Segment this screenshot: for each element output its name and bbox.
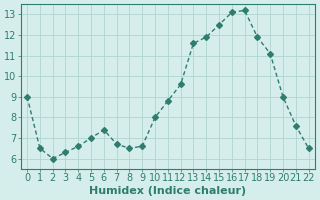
X-axis label: Humidex (Indice chaleur): Humidex (Indice chaleur) xyxy=(89,186,246,196)
